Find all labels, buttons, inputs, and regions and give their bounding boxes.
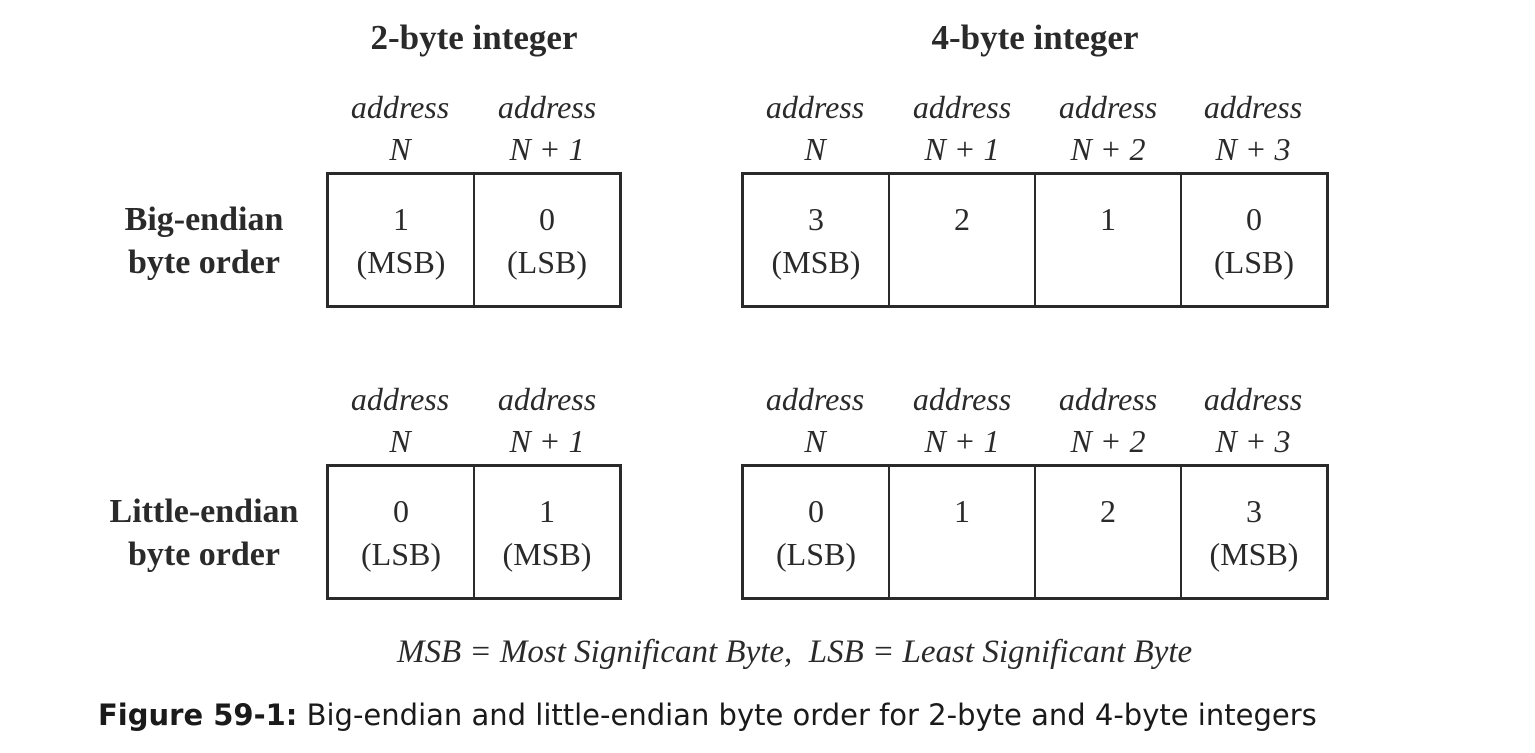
address-word: address (1203, 381, 1303, 417)
address-word: address (497, 381, 597, 417)
address-word: address (912, 89, 1012, 125)
byte-value: 3 (808, 201, 824, 237)
address-offset: N + 2 (1070, 423, 1146, 459)
row-label-little-endian: Little-endian byte order (84, 490, 324, 576)
byte-value: 1 (1100, 201, 1116, 237)
row-label-big-endian-line2: byte order (127, 244, 280, 281)
legend-text: MSB = Most Significant Byte, LSB = Least… (397, 634, 1193, 670)
address-header-little-2-n1: address N + 1 (474, 378, 620, 462)
address-word: address (1058, 89, 1158, 125)
byte-cell: 1 (MSB) (475, 467, 619, 597)
byte-note (1036, 241, 1180, 284)
address-offset: N (804, 423, 826, 459)
byte-value: 0 (539, 201, 555, 237)
address-offset: N + 1 (509, 423, 585, 459)
address-word: address (765, 381, 865, 417)
byte-cell: 1 (890, 467, 1036, 597)
address-word: address (912, 381, 1012, 417)
address-offset: N (389, 423, 411, 459)
byte-cell: 3 (MSB) (1182, 467, 1326, 597)
byte-cell: 0 (LSB) (329, 467, 475, 597)
byte-note: (MSB) (356, 244, 446, 280)
little-endian-4-byte-box: 0 (LSB) 1 2 3 (MSB) (741, 464, 1329, 600)
little-endian-2-byte-box: 0 (LSB) 1 (MSB) (326, 464, 622, 600)
byte-note: (MSB) (1209, 536, 1299, 572)
figure-caption-text: Big-endian and little-endian byte order … (297, 698, 1317, 732)
byte-note: (MSB) (771, 244, 861, 280)
row-label-big-endian-line1: Big-endian (124, 201, 284, 238)
byte-value: 1 (954, 493, 970, 529)
address-header-little-4-n: address N (742, 378, 888, 462)
byte-value: 2 (1100, 493, 1116, 529)
byte-cell: 0 (LSB) (1182, 175, 1326, 305)
figure-caption-label: Figure 59-1: (98, 698, 298, 732)
row-label-little-endian-line1: Little-endian (109, 493, 299, 530)
address-word: address (350, 381, 450, 417)
byte-note: (MSB) (502, 536, 592, 572)
address-header-big-2-n: address N (327, 86, 473, 170)
byte-note (1036, 533, 1180, 576)
big-endian-4-byte-box: 3 (MSB) 2 1 0 (LSB) (741, 172, 1329, 308)
address-offset: N + 2 (1070, 131, 1146, 167)
address-offset: N (804, 131, 826, 167)
byte-cell: 2 (1036, 467, 1182, 597)
address-word: address (765, 89, 865, 125)
byte-value: 3 (1246, 493, 1262, 529)
address-header-little-4-n2: address N + 2 (1035, 378, 1181, 462)
title-2-byte-integer: 2-byte integer (370, 18, 578, 57)
address-offset: N + 1 (509, 131, 585, 167)
byte-value: 1 (393, 201, 409, 237)
address-header-big-4-n3: address N + 3 (1180, 86, 1326, 170)
byte-cell: 0 (LSB) (744, 467, 890, 597)
address-header-big-4-n2: address N + 2 (1035, 86, 1181, 170)
byte-value: 0 (1246, 201, 1262, 237)
byte-note: (LSB) (507, 244, 587, 280)
byte-cell: 0 (LSB) (475, 175, 619, 305)
row-label-little-endian-line2: byte order (127, 536, 280, 573)
address-header-little-2-n: address N (327, 378, 473, 462)
byte-note (890, 533, 1034, 576)
row-label-big-endian: Big-endian byte order (84, 198, 324, 284)
byte-value: 1 (539, 493, 555, 529)
byte-note: (LSB) (361, 536, 441, 572)
byte-value: 2 (954, 201, 970, 237)
address-word: address (497, 89, 597, 125)
address-offset: N + 1 (924, 131, 1000, 167)
figure-caption: Figure 59-1: Big-endian and little-endia… (98, 698, 1317, 732)
byte-cell: 1 (MSB) (329, 175, 475, 305)
byte-cell: 1 (1036, 175, 1182, 305)
title-4-byte-integer: 4-byte integer (931, 18, 1139, 57)
address-header-little-4-n3: address N + 3 (1180, 378, 1326, 462)
address-header-little-4-n1: address N + 1 (889, 378, 1035, 462)
address-offset: N + 1 (924, 423, 1000, 459)
byte-value: 0 (808, 493, 824, 529)
address-word: address (1203, 89, 1303, 125)
big-endian-2-byte-box: 1 (MSB) 0 (LSB) (326, 172, 622, 308)
byte-value: 0 (393, 493, 409, 529)
address-offset: N + 3 (1215, 423, 1291, 459)
byte-note: (LSB) (776, 536, 856, 572)
address-offset: N (389, 131, 411, 167)
address-header-big-4-n1: address N + 1 (889, 86, 1035, 170)
byte-cell: 2 (890, 175, 1036, 305)
address-offset: N + 3 (1215, 131, 1291, 167)
address-header-big-2-n1: address N + 1 (474, 86, 620, 170)
byte-note (890, 241, 1034, 284)
address-word: address (1058, 381, 1158, 417)
byte-note: (LSB) (1214, 244, 1294, 280)
address-word: address (350, 89, 450, 125)
byte-cell: 3 (MSB) (744, 175, 890, 305)
address-header-big-4-n: address N (742, 86, 888, 170)
